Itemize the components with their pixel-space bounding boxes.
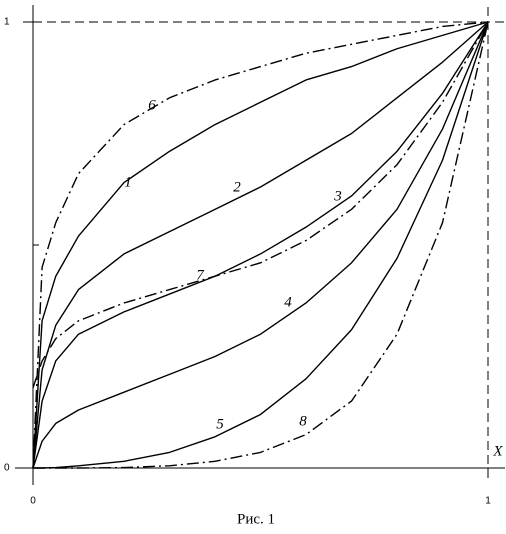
curve-label: 8 xyxy=(299,413,307,429)
curve xyxy=(32,21,489,469)
curve xyxy=(32,21,489,469)
x-axis-label: X xyxy=(492,443,503,459)
curve-label: 7 xyxy=(196,267,205,283)
curve-label: 4 xyxy=(284,294,292,310)
x-tick-label: 0 xyxy=(30,496,36,507)
curve xyxy=(32,21,489,469)
curve-label: 1 xyxy=(124,174,132,190)
x-tick-label: 1 xyxy=(485,496,491,507)
curve-label: 2 xyxy=(233,179,241,195)
y-tick-label: 1 xyxy=(4,17,10,28)
curve-label: 6 xyxy=(148,97,156,113)
curve-label: 5 xyxy=(216,416,224,432)
curve xyxy=(32,21,489,388)
curve-label: 3 xyxy=(333,188,342,204)
caption: Рис. 1 xyxy=(237,511,275,527)
y-tick-label: 0 xyxy=(4,463,10,474)
curve xyxy=(32,21,489,469)
curve xyxy=(33,21,489,469)
